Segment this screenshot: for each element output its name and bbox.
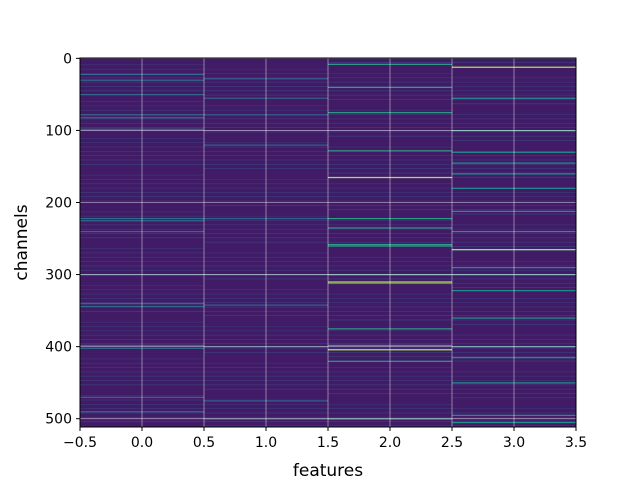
x-axis-ticks: −0.5 0.0 0.5 1.0 1.5 2.0 2.5 3.0 3.5 — [63, 427, 587, 451]
y-tick-label: 400 — [45, 340, 72, 356]
y-tick-label: 0 — [63, 51, 72, 67]
y-tick-label: 500 — [45, 412, 72, 428]
x-axis-label: features — [293, 461, 363, 480]
x-tick-label: 0.0 — [131, 435, 153, 451]
x-tick-label: 0.5 — [193, 435, 215, 451]
x-tick-label: −0.5 — [63, 435, 97, 451]
y-tick-label: 200 — [45, 196, 72, 212]
y-tick-label: 100 — [45, 123, 72, 139]
x-tick-label: 3.5 — [565, 435, 587, 451]
y-tick-label: 300 — [45, 268, 72, 284]
x-tick-label: 2.0 — [379, 435, 401, 451]
x-tick-label: 1.5 — [317, 435, 339, 451]
y-axis-label: channels — [12, 204, 32, 280]
x-tick-label: 3.0 — [503, 435, 525, 451]
y-axis-ticks: 0 100 200 300 400 500 — [45, 51, 80, 428]
x-tick-label: 2.5 — [441, 435, 463, 451]
x-tick-label: 1.0 — [255, 435, 277, 451]
